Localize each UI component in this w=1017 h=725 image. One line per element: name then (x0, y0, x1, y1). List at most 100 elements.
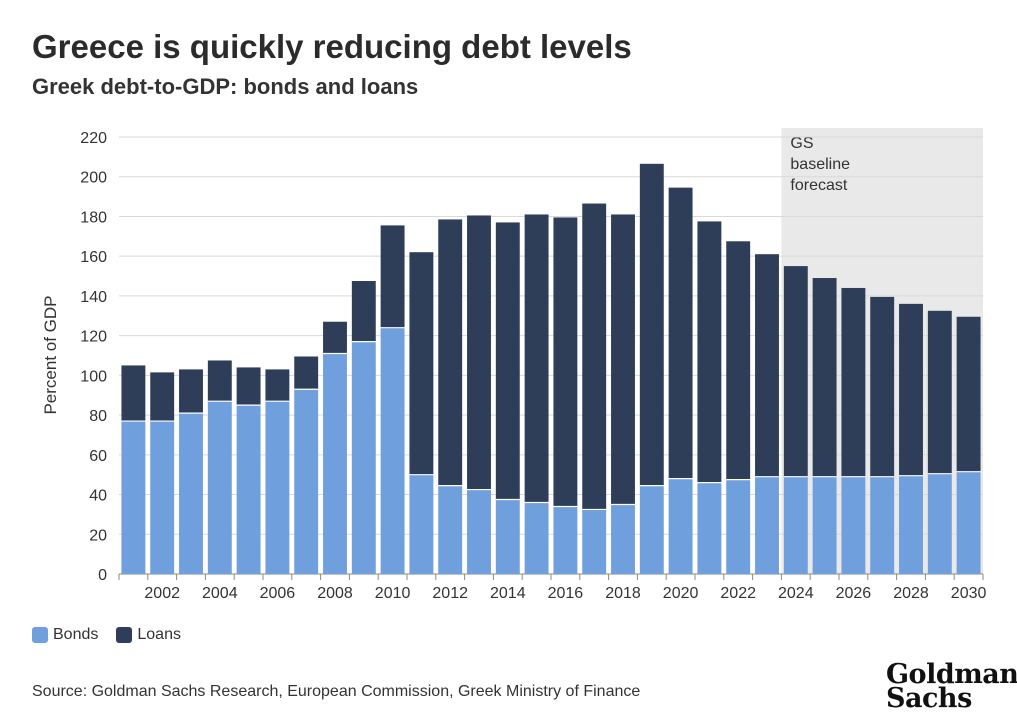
x-tick-label: 2004 (202, 585, 238, 602)
x-tick-label: 2010 (375, 585, 411, 602)
bar-bonds (409, 474, 434, 574)
bar-bonds (611, 504, 635, 574)
bar-loans (755, 254, 779, 477)
x-tick-label: 2018 (605, 585, 641, 602)
bar-bonds (755, 476, 779, 574)
bar-loans (351, 281, 376, 342)
bar-loans (899, 303, 923, 476)
source-note: Source: Goldman Sachs Research, European… (32, 683, 641, 700)
bar-bonds (265, 401, 290, 574)
bars (121, 163, 981, 574)
y-tick-label: 0 (98, 567, 107, 584)
bar-loans (179, 369, 203, 414)
legend-item-bonds: Bonds (32, 626, 98, 644)
bar-bonds (121, 421, 146, 574)
forecast-label-line: GS (790, 135, 813, 152)
y-tick-label: 40 (89, 488, 107, 505)
bar-bonds (179, 413, 203, 574)
bar-loans (812, 278, 837, 477)
bar-loans (409, 252, 434, 475)
bar-loans (956, 316, 981, 472)
bar-bonds (726, 479, 751, 574)
bar-bonds (841, 476, 866, 574)
bar-loans (553, 217, 578, 507)
legend-item-loans: Loans (116, 626, 181, 644)
y-tick-label: 100 (80, 368, 107, 385)
bar-loans (265, 369, 290, 402)
bar-loans (639, 163, 664, 486)
goldman-sachs-logo: Goldman Sachs (886, 659, 1017, 714)
bar-loans (207, 360, 232, 402)
y-tick-label: 80 (89, 408, 107, 425)
legend-label-bonds: Bonds (53, 626, 99, 643)
bar-bonds (495, 499, 520, 574)
bar-bonds (553, 506, 578, 574)
bar-loans (726, 241, 751, 480)
y-tick-label: 60 (89, 448, 107, 465)
gridlines (119, 136, 983, 575)
bar-loans (294, 356, 319, 390)
bar-loans (467, 215, 491, 490)
bar-loans (323, 321, 347, 354)
bar-bonds (351, 341, 376, 574)
bar-loans (495, 222, 520, 500)
loans-swatch (116, 627, 133, 643)
bar-bonds (899, 475, 923, 574)
bar-bonds (323, 353, 347, 574)
bar-bonds (697, 482, 722, 574)
chart-subtitle: Greek debt-to-GDP: bonds and loans (32, 74, 419, 99)
x-tick-label: 2020 (663, 585, 699, 602)
bar-loans (927, 310, 952, 474)
bar-loans (380, 225, 405, 328)
bar-bonds (524, 502, 549, 574)
y-axis-label: Percent of GDP (41, 295, 60, 414)
y-tick-label: 140 (80, 289, 107, 306)
y-tick-label: 220 (80, 130, 107, 147)
bar-loans (783, 266, 808, 477)
bar-loans (236, 367, 261, 406)
x-tick-label: 2016 (548, 585, 584, 602)
bar-bonds (467, 489, 491, 574)
bar-bonds (294, 389, 319, 574)
bar-loans (524, 214, 549, 503)
y-tick-label: 120 (80, 329, 107, 346)
forecast-label-line: forecast (790, 177, 847, 194)
bar-bonds (812, 476, 837, 574)
y-tick-label: 20 (89, 527, 107, 544)
bar-loans (697, 221, 722, 483)
bar-bonds (236, 405, 261, 574)
logo-line-2: Sachs (886, 683, 972, 714)
bar-loans (150, 372, 175, 422)
bar-bonds (582, 509, 607, 574)
x-tick-label: 2008 (317, 585, 353, 602)
bar-bonds (639, 485, 664, 574)
bar-loans (121, 365, 146, 422)
bar-loans (668, 187, 693, 479)
bar-bonds (380, 327, 405, 574)
forecast-label-line: baseline (790, 156, 850, 173)
x-tick-label: 2030 (951, 585, 987, 602)
bar-bonds (956, 471, 981, 574)
bar-bonds (870, 476, 895, 574)
bar-loans (611, 214, 635, 505)
bar-loans (870, 296, 895, 477)
x-tick-label: 2026 (836, 585, 872, 602)
bar-bonds (783, 476, 808, 574)
bar-bonds (150, 421, 175, 574)
x-tick-label: 2024 (778, 585, 814, 602)
legend: Bonds Loans (32, 626, 199, 644)
stacked-bar-chart: GS baseline forecast 0 20 40 60 80 100 120 140 160… (41, 128, 987, 602)
x-tick-label: 2022 (720, 585, 756, 602)
x-tick-label: 2012 (432, 585, 468, 602)
y-tick-label: 160 (80, 249, 107, 266)
chart-title: Greece is quickly reducing debt levels (32, 28, 632, 65)
logo-line-1: Goldman (886, 659, 1017, 690)
x-tick-label: 2006 (260, 585, 296, 602)
legend-label-loans: Loans (137, 626, 181, 643)
x-tick-label: 2014 (490, 585, 526, 602)
x-tick-label: 2028 (893, 585, 929, 602)
bar-bonds (438, 485, 463, 574)
y-tick-label: 180 (80, 209, 107, 226)
y-tick-label: 200 (80, 170, 107, 187)
bar-loans (582, 203, 607, 510)
